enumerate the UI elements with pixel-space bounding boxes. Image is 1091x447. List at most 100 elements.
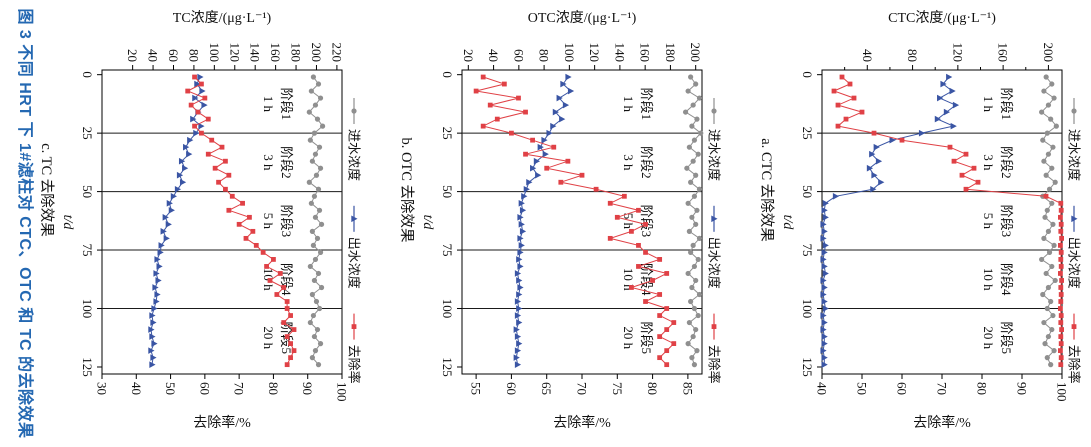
panel-subtitle: b. OTC 去除效果: [398, 137, 415, 242]
tick-label: 30: [95, 382, 110, 395]
stage-label: 阶段1: [639, 88, 654, 121]
legend-item-effluent: 出水浓度: [347, 205, 362, 289]
tick-label: 80: [186, 49, 201, 62]
tick-label: 100: [80, 299, 95, 319]
tick-label: 60: [166, 49, 181, 62]
tick-label: 25: [440, 127, 455, 140]
tick-label: 120: [227, 43, 242, 63]
time-axis-label: t/d: [60, 215, 75, 231]
legend-item-influent: 进水浓度: [1067, 98, 1082, 181]
tick-label: 125: [440, 357, 455, 377]
stage-hrt-label: 3 h: [621, 154, 636, 171]
stage-label: 阶段2: [999, 146, 1014, 179]
tick-label: 160: [638, 43, 653, 63]
legend-item-effluent: 出水浓度: [707, 205, 722, 289]
stage-hrt-label: 1 h: [981, 96, 996, 113]
tick-label: 60: [197, 382, 212, 395]
stage-hrt-label: 1 h: [621, 96, 636, 113]
tick-label: 20: [125, 49, 140, 62]
stage-label: 阶段3: [279, 205, 294, 238]
legend-label: 去除率: [347, 345, 362, 384]
stage-label: 阶段4: [999, 263, 1014, 296]
tick-label: 100: [207, 43, 222, 63]
tick-label: 60: [504, 382, 519, 395]
legend-item-effluent: 出水浓度: [1067, 205, 1082, 289]
tick-label: 80: [975, 382, 990, 395]
tick-label: 180: [289, 43, 304, 63]
tick-label: 0: [800, 71, 815, 78]
stage-hrt-label: 3 h: [261, 154, 276, 171]
tick-label: 80: [537, 49, 552, 62]
panel-subtitle: c. TC 去除效果: [38, 143, 55, 237]
series-markers-removal: [831, 74, 1064, 368]
stage-hrt-label: 5 h: [981, 213, 996, 230]
tick-label: 100: [440, 299, 455, 319]
plot-border: [101, 69, 343, 375]
stage-label: 阶段2: [639, 146, 654, 179]
removal-axis-label: 去除率/%: [913, 414, 971, 431]
tick-label: 75: [440, 244, 455, 257]
legend-item-removal: 去除率: [707, 313, 722, 384]
tick-label: 70: [575, 382, 590, 395]
stage-hrt-label: 20 h: [981, 326, 996, 349]
conc-axis-label: TC浓度/(μg·L⁻¹): [173, 10, 272, 26]
tick-label: 40: [860, 49, 875, 62]
tick-label: 100: [800, 299, 815, 319]
tick-label: 40: [486, 49, 501, 62]
tick-label: 100: [335, 382, 350, 402]
tick-label: 70: [232, 382, 247, 395]
legend-label: 出水浓度: [347, 237, 362, 289]
series-markers-removal: [185, 74, 297, 368]
stage-label: 阶段5: [639, 321, 654, 354]
tick-label: 55: [469, 382, 484, 395]
legend-label: 去除率: [1067, 345, 1082, 384]
tick-label: 120: [587, 43, 602, 63]
series-markers-effluent: [513, 73, 575, 368]
legend-label: 进水浓度: [347, 129, 362, 181]
stage-label: 阶段5: [999, 321, 1014, 354]
tick-label: 50: [800, 185, 815, 198]
tick-label: 70: [935, 382, 950, 395]
tick-label: 40: [129, 382, 144, 395]
tick-label: 0: [80, 71, 95, 78]
legend-label: 出水浓度: [707, 237, 722, 289]
tick-label: 125: [800, 357, 815, 377]
tick-label: 50: [80, 185, 95, 198]
conc-axis-label: CTC浓度/(μg·L⁻¹): [888, 10, 996, 26]
tick-label: 20: [461, 49, 476, 62]
tick-label: 75: [610, 382, 625, 395]
tick-label: 50: [855, 382, 870, 395]
stage-hrt-label: 20 h: [621, 326, 636, 349]
tick-label: 220: [329, 43, 344, 63]
tick-label: 200: [309, 43, 324, 63]
tick-label: 65: [539, 382, 554, 395]
time-axis-label: t/d: [780, 215, 795, 231]
tick-label: 80: [645, 382, 660, 395]
panel-subtitle: a. CTC 去除效果: [758, 138, 775, 242]
tick-label: 60: [511, 49, 526, 62]
series-line-effluent: [150, 76, 205, 365]
tick-label: 200: [1041, 43, 1056, 63]
legend-item-influent: 进水浓度: [347, 98, 362, 181]
stage-hrt-label: 5 h: [621, 213, 636, 230]
tick-label: 75: [800, 244, 815, 257]
panel-b: 进水浓度 出水浓度 去除率 阶段1 1 h 阶段2 3 h 阶段3 5 h 阶段4 10 h 阶段5 2…: [381, 0, 726, 447]
series-line-removal: [832, 76, 1063, 365]
tick-label: 50: [440, 185, 455, 198]
legend-label: 进水浓度: [1067, 129, 1082, 181]
tick-label: 125: [80, 357, 95, 377]
figure-caption: 图 3 不同 HRT 下 1#滤柱对 CTC、OTC 和 TC 的去除效果: [16, 8, 33, 439]
stage-hrt-label: 3 h: [981, 154, 996, 171]
legend-label: 进水浓度: [707, 129, 722, 181]
tick-label: 50: [163, 382, 178, 395]
legend-label: 去除率: [707, 345, 722, 384]
series-markers-influent: [1039, 74, 1059, 368]
stage-hrt-label: 10 h: [981, 268, 996, 291]
legend-label: 出水浓度: [1067, 237, 1082, 289]
